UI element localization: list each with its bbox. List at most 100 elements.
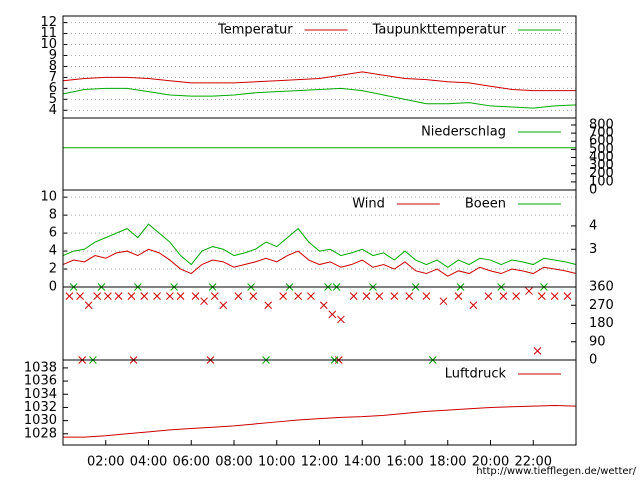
y2-tick-label: 360 [589,280,614,295]
y-tick-label: 5 [49,92,57,107]
line-series [62,223,577,268]
y-tick-label: 1030 [24,413,57,428]
y-tick-label: 6 [49,226,57,241]
legend-label: Taupunkttemperatur [372,23,507,38]
y2-tick-label: 500 [589,142,614,157]
x-tick-label: 16:00 [386,455,423,470]
point [166,292,174,300]
point [349,292,358,300]
x-tick-label: 18:00 [429,455,466,470]
y-tick-label: 0 [49,280,57,295]
x-tick-label: 02:00 [87,455,124,470]
y2-tick-label: 100 [589,174,614,189]
y2-tick-label: 0 [589,353,597,368]
y-tick-label: 4 [49,103,57,118]
point [294,292,302,300]
point [362,292,371,300]
line-series [62,248,577,277]
x-tick-label: 08:00 [215,455,252,470]
point [307,292,315,300]
y2-tick-label: 3 [589,242,597,257]
legend-label: Wind [352,197,385,212]
panel-frame [62,286,577,361]
y-tick-label: 11 [40,26,57,41]
footer: http://www.tiefflegen.de/wetter/ [476,466,636,477]
point [104,292,112,300]
point [375,292,384,300]
y-tick-label: 1036 [24,374,57,389]
y2-tick-label: 700 [589,126,614,141]
y2-tick-label: 200 [589,166,614,181]
point [153,292,161,300]
point [93,292,102,300]
y2-tick-label: 800 [589,117,614,132]
x-tick-label: 04:00 [130,455,167,470]
point [550,292,559,300]
legend-label: Niederschlag [421,125,506,140]
point [191,292,200,300]
point [390,292,399,300]
point [439,297,448,306]
y2-tick-label: 0 [589,183,597,198]
line-series [62,87,577,109]
panel-frame [62,359,577,446]
y-tick-label: 10 [40,190,57,205]
y-tick-label: 1034 [24,387,57,402]
point [537,292,546,300]
y-tick-label: 7 [49,70,57,85]
point [525,287,533,295]
point [249,292,258,300]
legend-label: Temperatur [217,23,293,38]
x-tick-label: 22:00 [515,455,552,470]
point [328,310,337,319]
point [140,292,149,300]
y-tick-label: 8 [49,59,57,74]
y2-tick-label: 4 [589,218,597,233]
point [127,292,136,300]
point [337,315,345,324]
point [200,297,208,306]
x-tick-label: 12:00 [301,455,338,470]
line-series [62,71,576,92]
y2-tick-label: 180 [589,316,614,331]
y-tick-label: 1032 [24,400,57,415]
point [210,292,219,300]
legend-label: Luftdruck [445,367,507,382]
point [234,292,243,300]
point [279,292,288,300]
point [563,292,572,300]
point [512,292,521,300]
x-tick-label: 20:00 [472,455,509,470]
point [176,292,185,300]
point [499,292,508,300]
point [422,292,431,300]
y2-tick-label: 400 [589,150,614,165]
line-series [63,404,577,438]
y2-tick-label: 270 [589,298,614,313]
y2-tick-label: 90 [589,334,606,349]
x-tick-label: 14:00 [344,455,381,470]
point [319,301,328,310]
point [65,292,74,300]
y-tick-label: 10 [40,37,57,52]
y-tick-label: 1028 [24,426,57,441]
x-tick-label: 10:00 [258,455,295,470]
y-tick-label: 6 [49,81,57,96]
point [454,292,463,300]
point [219,301,228,310]
y-tick-label: 2 [49,262,57,277]
y-tick-label: 4 [49,244,57,259]
point [84,301,93,310]
point [114,292,123,300]
legend-label: Boeen [465,197,506,212]
y-tick-label: 12 [40,15,57,30]
point [405,292,414,300]
point [484,292,493,300]
y-tick-label: 9 [49,48,57,63]
y-tick-label: 8 [49,208,57,223]
y2-tick-label: 300 [589,158,614,173]
point [76,292,84,300]
point [264,301,273,310]
y-tick-label: 1038 [24,360,57,375]
